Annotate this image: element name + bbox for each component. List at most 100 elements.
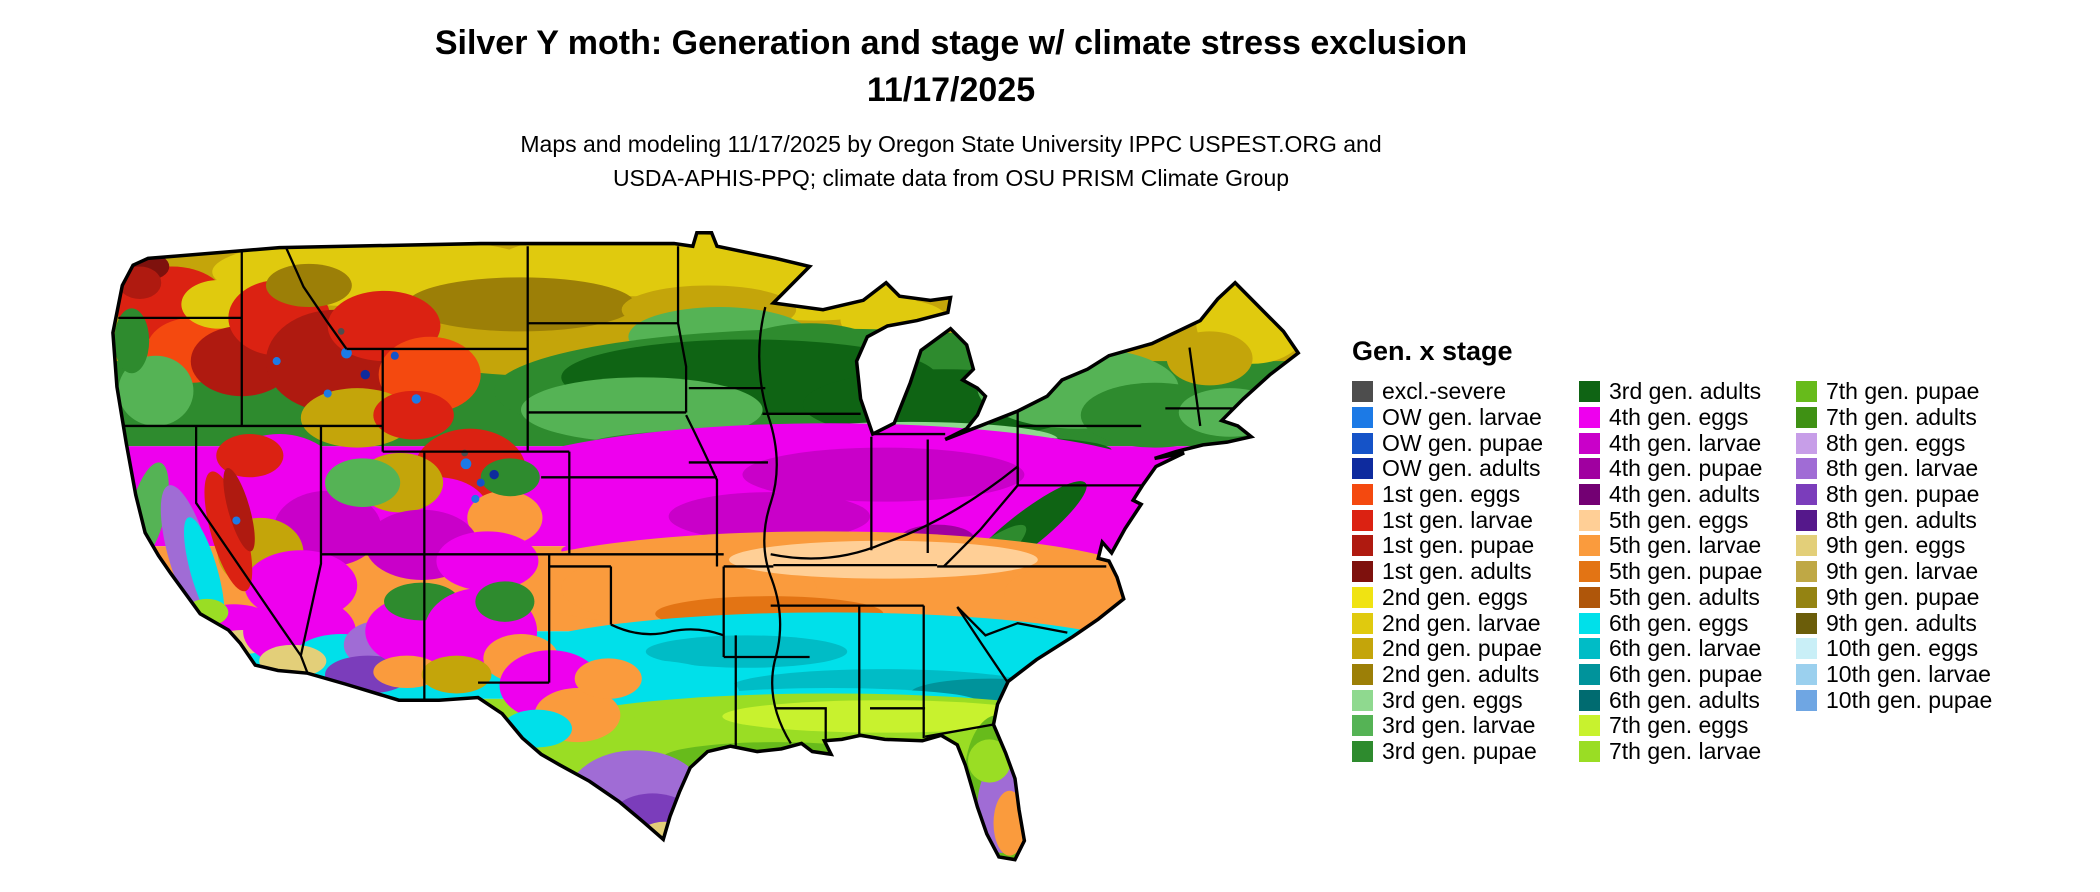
- legend-swatch: [1352, 740, 1373, 762]
- legend-row: 1st gen. eggs: [1352, 481, 1579, 508]
- legend-row: 3rd gen. pupae: [1352, 737, 1579, 765]
- legend-row: 9th gen. larvae: [1796, 558, 1992, 585]
- legend-swatch: [1796, 381, 1817, 403]
- legend-label: 6th gen. larvae: [1609, 635, 1762, 662]
- legend-label: 9th gen. pupae: [1826, 583, 1980, 610]
- legend-swatch: [1579, 407, 1600, 429]
- legend-row: 10th gen. pupae: [1796, 687, 1992, 713]
- legend-row: 6th gen. pupae: [1579, 660, 1796, 688]
- legend-swatch: [1579, 740, 1600, 762]
- legend-label: 7th gen. pupae: [1826, 378, 1980, 405]
- legend-row: 8th gen. larvae: [1796, 455, 1992, 482]
- legend-swatch: [1352, 561, 1373, 583]
- legend-swatch: [1579, 535, 1600, 557]
- legend-swatch: [1579, 432, 1600, 454]
- legend-label: OW gen. adults: [1382, 455, 1541, 482]
- legend-label: 1st gen. adults: [1382, 558, 1532, 585]
- legend-swatch: [1352, 689, 1373, 711]
- map-title: Silver Y moth: Generation and stage w/ c…: [434, 24, 1468, 62]
- legend-row: 1st gen. adults: [1352, 558, 1579, 585]
- legend-swatch: [1579, 689, 1600, 711]
- legend-swatch: [1579, 458, 1600, 480]
- legend-row: 9th gen. pupae: [1796, 583, 1992, 611]
- legend-row: 4th gen. pupae: [1579, 455, 1796, 482]
- legend-row: 5th gen. pupae: [1579, 558, 1796, 585]
- legend-label: 6th gen. pupae: [1609, 660, 1763, 687]
- legend-swatch: [1352, 458, 1373, 480]
- legend-swatch: [1352, 407, 1373, 429]
- legend-swatch: [1352, 381, 1373, 403]
- legend-label: 4th gen. larvae: [1609, 429, 1762, 456]
- credits: Maps and modeling 11/17/2025 by Oregon S…: [0, 127, 1902, 195]
- legend-row: 1st gen. larvae: [1352, 507, 1579, 533]
- legend-swatch: [1796, 407, 1817, 429]
- legend-swatch: [1579, 381, 1600, 403]
- legend-label: 2nd gen. pupae: [1382, 635, 1542, 662]
- legend-swatch: [1352, 638, 1373, 660]
- legend-label: 8th gen. pupae: [1826, 481, 1980, 508]
- legend-row: 9th gen. eggs: [1796, 532, 1992, 559]
- legend-swatch: [1352, 612, 1373, 634]
- legend-row: 3rd gen. adults: [1579, 378, 1796, 405]
- legend-swatch: [1796, 612, 1817, 634]
- state-boundaries: [115, 246, 1233, 751]
- legend-row: 10th gen. eggs: [1796, 635, 1992, 662]
- legend-row: 4th gen. adults: [1579, 481, 1796, 508]
- credits-line-2: USDA-APHIS-PPQ; climate data from OSU PR…: [612, 165, 1290, 191]
- legend-column-3: 7th gen. pupae 7th gen. adults 8th gen. eg…: [1796, 378, 1992, 713]
- legend-label: 3rd gen. pupae: [1382, 737, 1537, 764]
- legend-label: 7th gen. adults: [1826, 404, 1977, 431]
- legend-label: OW gen. pupae: [1382, 429, 1544, 456]
- legend-label: 1st gen. larvae: [1382, 506, 1533, 533]
- legend-label: 3rd gen. eggs: [1382, 686, 1523, 713]
- legend-swatch: [1796, 535, 1817, 557]
- legend: Gen. x stage excl.-severe OW gen. larvae O…: [1352, 336, 1992, 764]
- legend-swatch: [1352, 432, 1373, 454]
- legend-label: 5th gen. adults: [1609, 583, 1760, 610]
- legend-label: 1st gen. eggs: [1382, 481, 1521, 508]
- legend-title: Gen. x stage: [1352, 336, 1513, 366]
- legend-swatch: [1352, 715, 1373, 737]
- legend-swatch: [1579, 638, 1600, 660]
- legend-swatch: [1579, 663, 1600, 685]
- legend-swatch: [1352, 586, 1373, 608]
- legend-swatch: [1796, 484, 1817, 506]
- legend-label: 7th gen. larvae: [1609, 737, 1762, 764]
- legend-row: 10th gen. larvae: [1796, 661, 1992, 688]
- legend-swatch: [1579, 509, 1600, 531]
- legend-row: 6th gen. eggs: [1579, 610, 1796, 636]
- legend-swatch: [1796, 509, 1817, 531]
- legend-label: 7th gen. eggs: [1609, 712, 1749, 739]
- legend-swatch: [1579, 612, 1600, 634]
- legend-label: 6th gen. adults: [1609, 686, 1760, 713]
- legend-row: 6th gen. larvae: [1579, 635, 1796, 662]
- legend-label: 5th gen. pupae: [1609, 558, 1763, 585]
- legend-row: OW gen. pupae: [1352, 430, 1579, 456]
- legend-label: 1st gen. pupae: [1382, 532, 1535, 559]
- legend-swatch: [1796, 638, 1817, 660]
- legend-row: 2nd gen. eggs: [1352, 584, 1579, 611]
- legend-row: 9th gen. adults: [1796, 610, 1992, 636]
- legend-swatch: [1352, 509, 1373, 531]
- legend-row: 7th gen. adults: [1796, 404, 1992, 431]
- legend-column-2: 3rd gen. adults 4th gen. eggs 4th gen. lar…: [1579, 378, 1796, 765]
- legend-label: 9th gen. adults: [1826, 609, 1977, 636]
- header: Silver Y moth: Generation and stage w/ c…: [0, 22, 1902, 195]
- legend-row: 2nd gen. pupae: [1352, 635, 1579, 662]
- legend-swatch: [1796, 663, 1817, 685]
- legend-swatch: [1796, 458, 1817, 480]
- legend-row: 7th gen. larvae: [1579, 737, 1796, 765]
- legend-swatch: [1796, 561, 1817, 583]
- legend-row: 8th gen. pupae: [1796, 481, 1992, 508]
- legend-row: 8th gen. adults: [1796, 507, 1992, 533]
- legend-label: 2nd gen. adults: [1382, 660, 1540, 687]
- legend-row: 2nd gen. adults: [1352, 660, 1579, 688]
- legend-label: 9th gen. eggs: [1826, 532, 1966, 559]
- legend-columns: excl.-severe OW gen. larvae OW gen. pupae O…: [1352, 378, 1992, 765]
- credits-line-1: Maps and modeling 11/17/2025 by Oregon S…: [520, 131, 1382, 157]
- legend-label: 4th gen. adults: [1609, 481, 1760, 508]
- legend-column-1: excl.-severe OW gen. larvae OW gen. pupae O…: [1352, 378, 1579, 765]
- legend-swatch: [1579, 586, 1600, 608]
- legend-row: 5th gen. eggs: [1579, 507, 1796, 533]
